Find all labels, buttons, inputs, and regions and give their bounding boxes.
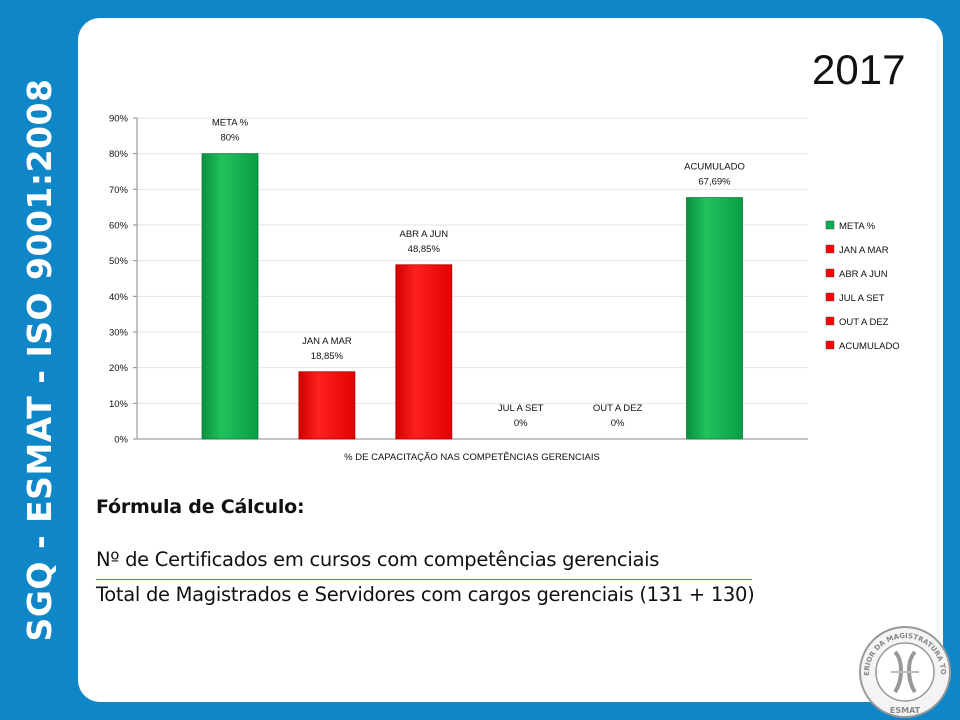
bar-label-value: 80%: [220, 133, 240, 144]
fraction-line: [96, 579, 752, 580]
legend-label: OUT A DEZ: [839, 317, 889, 328]
bar-label-name: META %: [212, 118, 249, 129]
svg-text:ESMAT: ESMAT: [890, 706, 921, 715]
legend-label: JAN A MAR: [839, 245, 889, 256]
bar-abr-a-jun: [395, 264, 453, 440]
y-tick-label: 40%: [109, 292, 129, 303]
bar-label-value: 48,85%: [408, 244, 441, 255]
legend-label: JUL A SET: [839, 293, 885, 304]
year-title: 2017: [812, 46, 906, 93]
bar-label-value: 67,69%: [698, 177, 731, 188]
chart-bars: [201, 153, 743, 440]
chart-legend: META % JAN A MAR ABR A JUN JUL A SET OUT A D…: [825, 220, 900, 352]
y-tick-label: 30%: [109, 328, 129, 339]
legend-swatch: [825, 316, 835, 326]
y-tick-labels: 0% 10% 20% 30% 40% 50% 60% 70% 80% 90%: [109, 114, 129, 446]
formula-numerator: Nº de Certificados em cursos com competê…: [96, 548, 660, 571]
legend-label: ACUMULADO: [839, 341, 900, 352]
y-tick-label: 90%: [109, 114, 129, 125]
legend-swatch: [825, 268, 835, 278]
bar-data-labels: META % 80% JAN A MAR 18,85% ABR A JUN 48,85% J…: [212, 118, 745, 429]
bar-label-value: 18,85%: [311, 351, 344, 362]
formula-title: Fórmula de Cálculo:: [96, 496, 305, 518]
legend-swatch: [825, 340, 835, 350]
legend-label: ABR A JUN: [839, 269, 888, 280]
formula-denominator: Total de Magistrados e Servidores com ca…: [96, 583, 755, 606]
bar-meta-: [201, 153, 259, 440]
legend-label: META %: [839, 221, 876, 232]
bar-jan-a-mar: [298, 371, 356, 440]
bar-label-name: ABR A JUN: [400, 229, 449, 240]
y-tick-label: 50%: [109, 256, 129, 267]
y-tick-label: 80%: [109, 149, 129, 160]
legend-swatch: [825, 220, 835, 230]
y-tick-label: 20%: [109, 363, 129, 374]
bar-acumulado: [686, 197, 743, 440]
bar-label-name: OUT A DEZ: [593, 403, 643, 414]
bar-label-value: 0%: [514, 418, 528, 429]
y-tick-label: 70%: [109, 185, 129, 196]
legend-swatch: [825, 292, 835, 302]
y-tick-label: 0%: [114, 435, 128, 446]
bar-label-name: JUL A SET: [498, 403, 544, 414]
bar-label-name: JAN A MAR: [302, 336, 352, 347]
esmat-seal-logo: ESCOLA SUPERIOR DA MAGISTRATURA TOCANTIN…: [855, 622, 951, 718]
bar-label-name: ACUMULADO: [684, 162, 745, 173]
y-tick-label: 60%: [109, 221, 129, 232]
x-axis-label: % DE CAPACITAÇÃO NAS COMPETÊNCIAS GERENC…: [344, 452, 600, 463]
legend-swatch: [825, 244, 835, 254]
y-tick-label: 10%: [109, 399, 129, 410]
bar-label-value: 0%: [611, 418, 625, 429]
